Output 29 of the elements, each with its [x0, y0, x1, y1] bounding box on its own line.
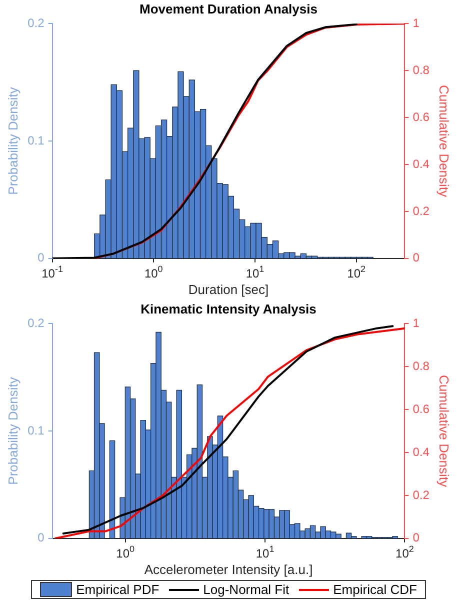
y2-tick-label: 0.6 [412, 110, 430, 124]
legend-label: Empirical PDF [76, 582, 160, 597]
y2-tick-label: 1 [412, 316, 420, 330]
y2-tick-label: 0.6 [412, 402, 430, 416]
chart-title: Movement Duration Analysis [140, 1, 318, 16]
chart-title: Kinematic Intensity Analysis [140, 301, 316, 316]
y-tick-label: 0.2 [28, 316, 45, 330]
legend-label: Log-Normal Fit [203, 582, 290, 597]
y2-tick-label: 0.4 [412, 156, 430, 171]
y-tick-label: 0 [38, 250, 45, 265]
y2-axis-title: Cumulative Density [436, 85, 452, 198]
y2-axis-title: Cumulative Density [436, 375, 452, 488]
y2-tick-label: 0.8 [412, 358, 430, 373]
y-tick-label: 0.2 [28, 16, 45, 30]
y2-tick-label: 0.2 [412, 488, 430, 502]
y-tick-label: 0.1 [28, 133, 45, 148]
legend-label: Empirical CDF [333, 582, 417, 597]
y2-tick-label: 0.4 [412, 444, 430, 459]
y2-tick-label: 1 [412, 16, 420, 30]
y2-tick-label: 0 [412, 530, 420, 545]
y-axis-title: Probability Density [5, 86, 20, 195]
y2-tick-label: 0 [412, 250, 420, 265]
y-tick-label: 0.1 [28, 423, 45, 438]
x-axis-title: Accelerometer Intensity [a.u.] [144, 562, 313, 577]
y2-tick-label: 0.8 [412, 62, 430, 77]
y2-tick-label: 0.2 [412, 204, 430, 218]
y-tick-label: 0 [38, 530, 45, 545]
y-axis-title: Probability Density [5, 376, 20, 485]
x-axis-title: Duration [sec] [188, 282, 269, 297]
